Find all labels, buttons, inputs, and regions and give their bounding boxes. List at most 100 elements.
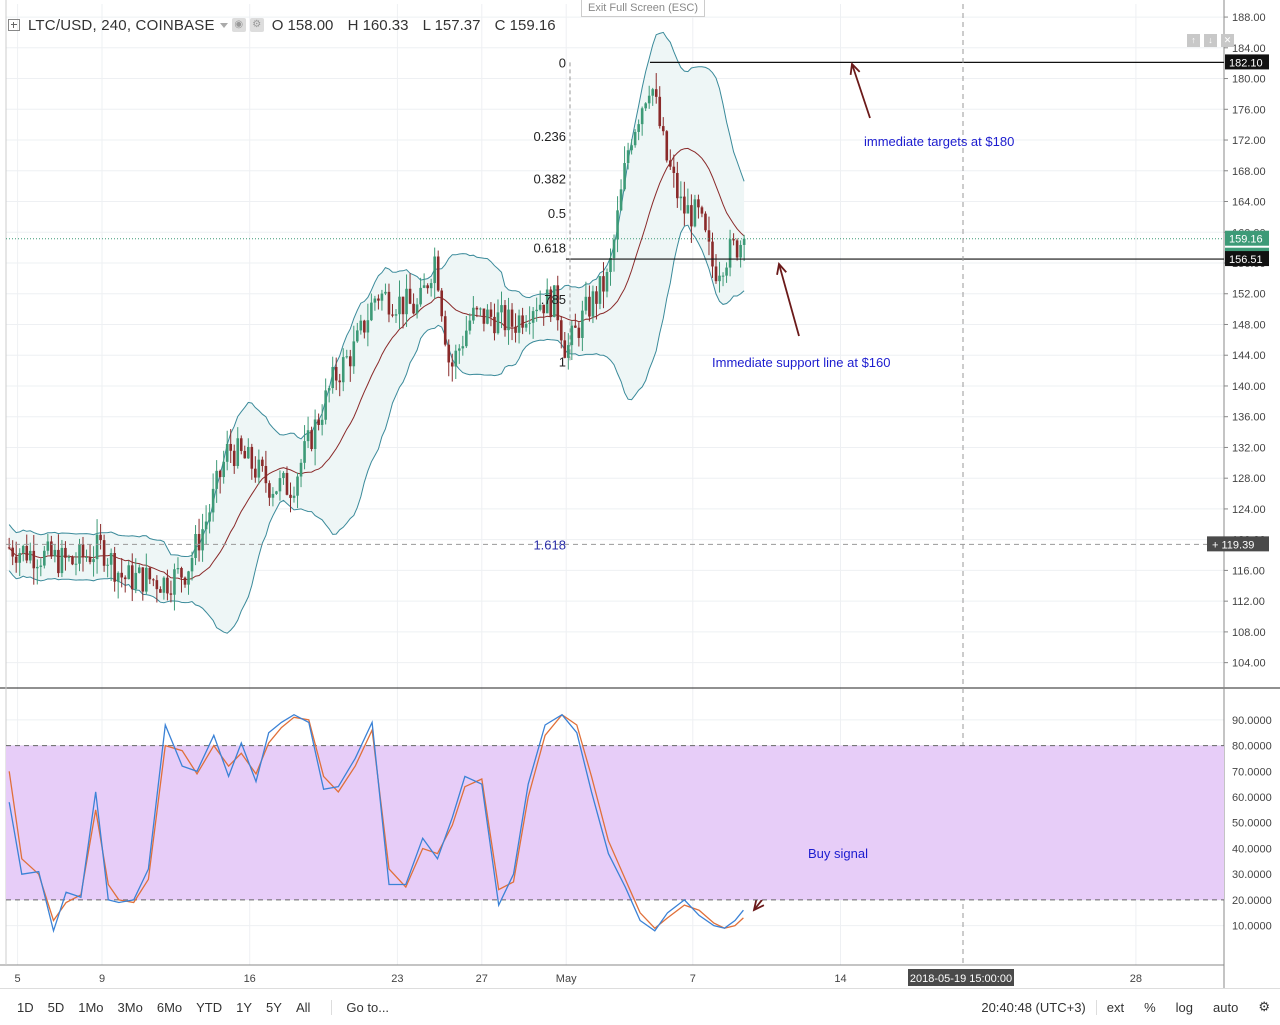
candle-body	[306, 430, 310, 442]
bollinger-basis	[8, 147, 745, 581]
candle-body	[535, 309, 538, 312]
range-button-6mo[interactable]: 6Mo	[156, 999, 183, 1015]
range-button-5y[interactable]: 5Y	[266, 999, 282, 1015]
candle-body	[211, 488, 215, 513]
candle-body	[120, 572, 123, 578]
arrow-down-icon[interactable]: ↓	[1204, 34, 1217, 47]
goto-button[interactable]: Go to...	[331, 999, 389, 1015]
candle-body	[401, 296, 405, 315]
range-button-all[interactable]: All	[295, 999, 311, 1015]
candle-body	[500, 305, 503, 313]
price-tick-label: 128.00	[1232, 473, 1266, 485]
ext-button[interactable]: ext	[1106, 999, 1125, 1015]
arrow-up-icon[interactable]: ↑	[1187, 34, 1200, 47]
settings-icon[interactable]: ⚙	[249, 18, 264, 32]
candle-body	[384, 291, 387, 294]
candle-body	[380, 293, 384, 301]
candle-body	[317, 419, 320, 425]
candle-body	[461, 346, 465, 349]
crosshair-date-bg	[908, 969, 1014, 986]
price-tick-label: 148.00	[1232, 319, 1266, 331]
candle-body	[538, 304, 542, 310]
candle-body	[482, 308, 486, 324]
bottom-right-controls: 20:40:48 (UTC+3) ext % log auto ⚙	[971, 999, 1280, 1015]
candle-body	[436, 256, 440, 291]
candle-body	[145, 567, 148, 592]
candle-body	[654, 89, 658, 97]
symbol-label[interactable]: LTC/USD, 240, COINBASE	[28, 16, 215, 34]
candle-body	[493, 316, 496, 334]
candle-body	[496, 312, 500, 334]
candle-body	[626, 150, 630, 164]
candle-body	[595, 291, 598, 304]
stoch-overbought-oversold-zone	[6, 745, 1224, 900]
price-tick-label: 124.00	[1232, 504, 1266, 516]
candle-body	[623, 163, 626, 190]
candle-body	[176, 568, 180, 570]
candle-body	[271, 493, 275, 498]
candle-body	[141, 567, 145, 592]
stoch-d-line	[8, 713, 744, 930]
candle-body	[261, 459, 264, 466]
percent-button[interactable]: %	[1144, 999, 1156, 1015]
eye-icon[interactable]: ◉	[231, 18, 246, 32]
candle-body	[531, 311, 535, 323]
chevron-down-icon[interactable]	[219, 22, 228, 28]
candle-body	[373, 298, 377, 303]
candle-body	[239, 438, 243, 451]
log-button[interactable]: log	[1175, 999, 1194, 1015]
resistance-price-badge-bg	[1225, 54, 1269, 70]
candle-body	[324, 390, 327, 420]
range-button-1y[interactable]: 1Y	[236, 999, 253, 1015]
candle-body	[81, 544, 85, 558]
candle-body	[57, 549, 60, 574]
candle-body	[728, 239, 732, 268]
range-button-5d[interactable]: 5D	[47, 999, 65, 1015]
candle-body	[521, 315, 524, 328]
candle-body	[651, 89, 655, 96]
chart-header: LTC/USD, 240, COINBASE ◉ ⚙ O 158.00 H 16…	[8, 14, 566, 36]
candle-body	[348, 356, 352, 367]
candle-body	[391, 314, 394, 316]
candle-body	[443, 316, 447, 345]
auto-button[interactable]: auto	[1213, 999, 1239, 1015]
fib-level-label: 0.618	[533, 241, 566, 256]
stoch-k-line	[8, 713, 744, 934]
candle-body	[296, 476, 299, 496]
arrow-support-head	[776, 262, 787, 275]
crosshair-price-label: + 119.39	[1212, 539, 1254, 551]
candle-body	[363, 320, 366, 333]
range-button-ytd[interactable]: YTD	[196, 999, 223, 1015]
candle-body	[718, 275, 721, 282]
candle-body	[598, 276, 602, 304]
expand-icon[interactable]	[8, 19, 20, 31]
price-tick-label: 188.00	[1232, 12, 1266, 24]
date-tick-label: 5	[15, 973, 21, 985]
candle-body	[665, 131, 669, 161]
price-tick-label: 104.00	[1232, 658, 1266, 670]
annotation-support: Immediate support line at $160	[712, 355, 891, 370]
candle-body	[644, 103, 647, 109]
candle-body	[257, 459, 261, 478]
candle-body	[475, 307, 479, 310]
date-tick-label: 23	[391, 973, 403, 985]
candle-body	[11, 547, 14, 557]
candle-body	[700, 207, 704, 214]
candle-body	[162, 577, 166, 593]
candle-body	[21, 545, 25, 553]
stoch-tick-label: 70.0000	[1232, 766, 1272, 778]
candle-body	[524, 323, 528, 328]
candle-body	[619, 189, 623, 211]
range-button-1d[interactable]: 1D	[17, 999, 34, 1015]
range-button-1mo[interactable]: 1Mo	[78, 999, 104, 1015]
candle-body	[676, 172, 679, 199]
candle-body	[556, 285, 560, 321]
price-tick-label: 144.00	[1232, 350, 1266, 362]
candle-body	[109, 553, 113, 565]
close-icon[interactable]: ✕	[1221, 34, 1234, 47]
candle-body	[25, 545, 29, 561]
gear-icon[interactable]: ⚙	[1258, 999, 1270, 1014]
exit-fullscreen-button[interactable]: Exit Full Screen (ESC)	[581, 0, 706, 17]
range-button-3mo[interactable]: 3Mo	[117, 999, 143, 1015]
